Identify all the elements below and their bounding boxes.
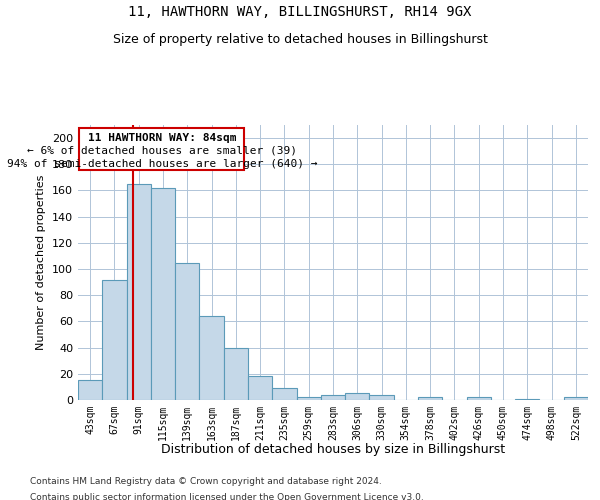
Bar: [515, 398, 539, 400]
FancyBboxPatch shape: [79, 128, 244, 170]
Bar: [467, 398, 491, 400]
Text: Distribution of detached houses by size in Billingshurst: Distribution of detached houses by size …: [161, 442, 505, 456]
Bar: [127, 184, 151, 400]
Bar: [345, 394, 370, 400]
Bar: [199, 316, 224, 400]
Bar: [272, 388, 296, 400]
Bar: [248, 376, 272, 400]
Bar: [175, 262, 199, 400]
Text: 11 HAWTHORN WAY: 84sqm: 11 HAWTHORN WAY: 84sqm: [88, 133, 236, 143]
Bar: [102, 280, 127, 400]
Text: Contains HM Land Registry data © Crown copyright and database right 2024.: Contains HM Land Registry data © Crown c…: [30, 478, 382, 486]
Bar: [78, 380, 102, 400]
Bar: [370, 395, 394, 400]
Bar: [296, 398, 321, 400]
Bar: [418, 398, 442, 400]
Text: ← 6% of detached houses are smaller (39): ← 6% of detached houses are smaller (39): [27, 146, 297, 156]
Bar: [564, 398, 588, 400]
Text: Contains public sector information licensed under the Open Government Licence v3: Contains public sector information licen…: [30, 492, 424, 500]
Text: Size of property relative to detached houses in Billingshurst: Size of property relative to detached ho…: [113, 32, 487, 46]
Y-axis label: Number of detached properties: Number of detached properties: [37, 175, 46, 350]
Bar: [151, 188, 175, 400]
Bar: [321, 395, 345, 400]
Bar: [224, 348, 248, 400]
Text: 11, HAWTHORN WAY, BILLINGSHURST, RH14 9GX: 11, HAWTHORN WAY, BILLINGSHURST, RH14 9G…: [128, 5, 472, 19]
Text: 94% of semi-detached houses are larger (640) →: 94% of semi-detached houses are larger (…: [7, 159, 317, 169]
